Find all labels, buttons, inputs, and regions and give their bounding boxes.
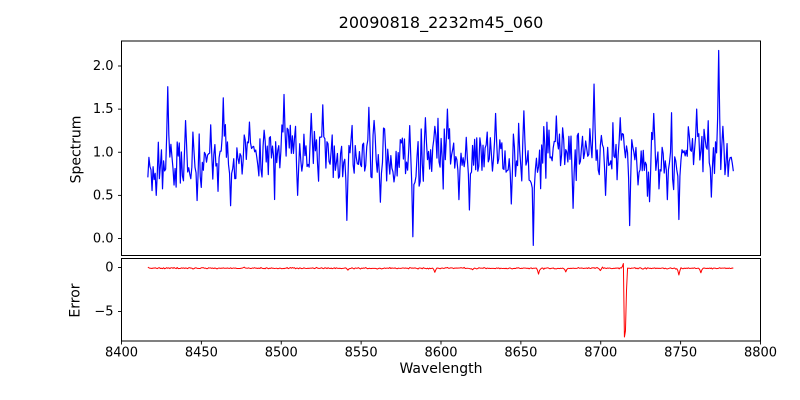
error-y-axis-label: Error: [67, 283, 84, 318]
x-tick-label: 8550: [345, 346, 378, 361]
x-tick-label: 8800: [744, 346, 777, 361]
x-tick-label: 8700: [584, 346, 617, 361]
spectrum-line: [147, 49, 734, 246]
spectrum-y-axis-label: Spectrum: [68, 115, 85, 184]
spectrum-y-tick-label: 0.5: [93, 188, 114, 203]
error-y-tick-label: 0: [105, 261, 113, 276]
error-axes-box: [121, 258, 761, 342]
x-tick-label: 8500: [265, 346, 298, 361]
spectrum-axes-box: [121, 40, 761, 256]
x-axis-label: Wavelength: [399, 361, 483, 377]
spectrum-y-tick-label: 1.5: [93, 102, 114, 117]
x-tick-label: 8750: [664, 346, 697, 361]
spectrum-y-tick-label: 1.0: [93, 145, 114, 160]
x-tick-label: 8650: [504, 346, 537, 361]
spectrum-y-tick-label: 2.0: [93, 59, 114, 74]
chart-title: 20090818_2232m45_060: [338, 13, 544, 32]
error-line: [147, 263, 734, 338]
x-tick-label: 8450: [185, 346, 218, 361]
spectrum-y-tick-label: 0.0: [93, 232, 114, 247]
x-tick-label: 8600: [424, 346, 457, 361]
error-y-tick-label: −5: [94, 305, 113, 320]
x-tick-label: 8400: [105, 346, 138, 361]
